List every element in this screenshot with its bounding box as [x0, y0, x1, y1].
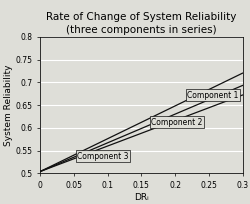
Text: Component 3: Component 3: [77, 152, 128, 161]
Text: Component 2: Component 2: [152, 118, 203, 127]
X-axis label: DRᵢ: DRᵢ: [134, 193, 148, 202]
Title: Rate of Change of System Reliability
(three components in series): Rate of Change of System Reliability (th…: [46, 12, 236, 34]
Y-axis label: System Reliability: System Reliability: [4, 64, 13, 146]
Text: Component 1: Component 1: [187, 91, 238, 100]
